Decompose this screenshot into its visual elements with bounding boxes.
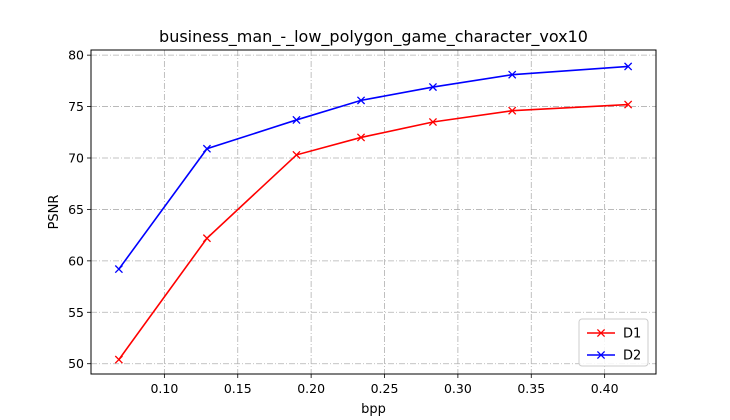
data-point-d2 <box>114 265 123 274</box>
y-tick-label: 75 <box>68 99 84 114</box>
plot-frame <box>90 49 657 375</box>
y-tick-label: 70 <box>68 151 84 166</box>
data-point-d2 <box>508 70 517 79</box>
y-tick-label: 60 <box>68 253 84 268</box>
legend-entry-d1: D1 <box>587 327 641 342</box>
x-tick-label: 0.35 <box>517 381 545 396</box>
x-tick-label: 0.25 <box>371 381 399 396</box>
x-tick-label: 0.10 <box>150 381 178 396</box>
data-point-d1 <box>508 106 517 115</box>
x-tick-label: 0.30 <box>444 381 472 396</box>
data-point-d1 <box>624 100 633 109</box>
data-point-d1 <box>292 150 301 159</box>
data-point-d2 <box>356 96 366 105</box>
y-tick-label: 65 <box>68 202 84 217</box>
data-point-d1 <box>428 117 437 127</box>
x-tick-label: 0.20 <box>297 381 325 396</box>
data-point-d2 <box>202 144 211 153</box>
y-tick-label: 50 <box>68 356 84 371</box>
legend-entry-d2: D2 <box>587 349 641 364</box>
ticks: 0.10 0.15 0.20 0.25 0.30 0.35 0.40 50 55 60 65 70 75… <box>68 48 618 396</box>
series-line-d1 <box>118 103 629 361</box>
x-axis-label: bpp <box>361 402 386 417</box>
data-point-d1 <box>356 133 366 142</box>
y-axis-label: PSNR <box>47 195 62 230</box>
legend-label-d2: D2 <box>623 349 641 364</box>
y-tick-label: 80 <box>68 48 84 63</box>
chart-title: business_man_-_low_polygon_game_characte… <box>159 27 588 47</box>
data-point-d2 <box>292 115 301 125</box>
data-point-d2 <box>428 82 437 92</box>
x-tick-label: 0.15 <box>224 381 252 396</box>
data-point-d1 <box>202 234 211 243</box>
series-layer <box>114 62 633 364</box>
x-tick-label: 0.40 <box>591 381 619 396</box>
y-tick-label: 55 <box>68 305 84 320</box>
series-line-d2 <box>118 65 629 270</box>
data-point-d1 <box>114 355 123 364</box>
legend-label-d1: D1 <box>623 327 641 342</box>
data-point-d2 <box>624 62 633 71</box>
